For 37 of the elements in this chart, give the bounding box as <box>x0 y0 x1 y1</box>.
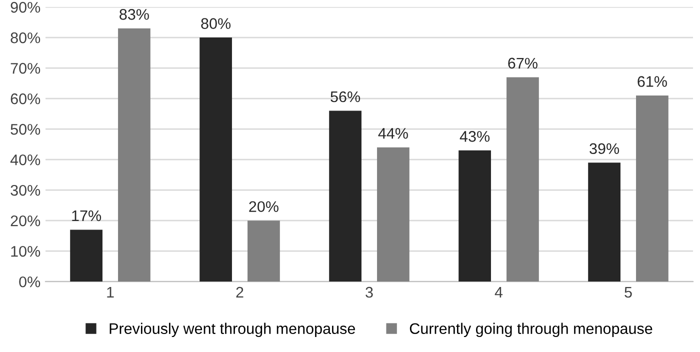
data-label: 61% <box>638 76 667 87</box>
data-label: 83% <box>120 9 149 20</box>
x-tick-label: 3 <box>366 286 373 298</box>
legend-label: Previously went through menopause <box>110 322 356 338</box>
legend-label: Currently going through menopause <box>410 322 652 338</box>
y-tick-label: 60% <box>10 93 40 104</box>
y-tick-label: 0% <box>19 276 40 288</box>
y-tick-label: 90% <box>10 2 40 13</box>
bar <box>329 110 362 282</box>
y-tick-label: 10% <box>11 246 40 257</box>
data-label: 67% <box>508 58 538 69</box>
bar <box>70 230 102 282</box>
bar <box>636 96 668 282</box>
bar <box>588 162 620 282</box>
y-tick-label: 50% <box>10 124 40 135</box>
data-label: 20% <box>249 201 278 212</box>
data-label: 43% <box>460 131 490 142</box>
data-label: 17% <box>72 210 102 222</box>
y-tick-label: 20% <box>10 215 40 226</box>
data-label: 44% <box>378 128 408 139</box>
x-tick-label: 4 <box>494 287 503 298</box>
data-label: 80% <box>201 18 231 29</box>
y-tick-label: 70% <box>10 62 40 74</box>
bar <box>200 38 232 282</box>
y-tick-label: 40% <box>10 154 40 166</box>
data-label: 56% <box>330 91 360 102</box>
bar <box>506 77 539 282</box>
bar <box>248 220 280 282</box>
bar <box>458 150 491 282</box>
bar <box>377 147 410 282</box>
x-tick-label: 1 <box>107 287 114 298</box>
x-tick-label: 5 <box>624 287 632 298</box>
x-tick-label: 2 <box>236 286 244 298</box>
bar <box>118 28 150 282</box>
data-label: 39% <box>590 143 620 154</box>
y-tick-label: 30% <box>10 184 40 196</box>
y-tick-label: 80% <box>10 32 40 44</box>
